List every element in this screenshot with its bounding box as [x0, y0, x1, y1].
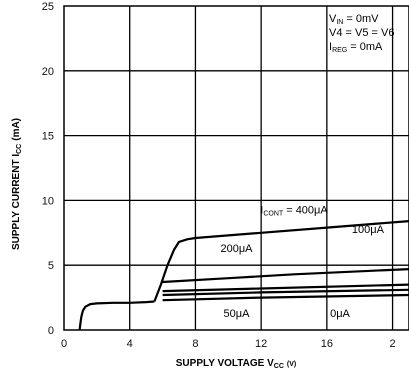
curve-label: 200μA: [220, 243, 253, 255]
curve-label: 0μA: [330, 308, 350, 320]
y-tick-label: 20: [42, 66, 54, 78]
y-tick-label: 10: [42, 195, 54, 207]
x-tick-labels: 0 4 8 12 16 2: [61, 338, 396, 350]
y-tick-label: 15: [42, 131, 54, 143]
y-axis-title: SUPPLY CURRENT ICC(mA): [11, 118, 23, 250]
x-tick-label: 2: [390, 338, 396, 350]
x-tick-label: 0: [61, 338, 67, 350]
grid-lines: [64, 6, 409, 330]
curve-annotations: ICONT = 400μA 200μA 100μA 50μA 0μA: [220, 204, 384, 320]
y-tick-labels: 0 5 10 15 20 25: [42, 1, 54, 337]
series-line: [162, 268, 409, 284]
curves: [78, 220, 409, 331]
x-tick-label: 12: [255, 338, 267, 350]
series-line: [162, 293, 409, 302]
y-tick-label: 0: [48, 325, 54, 337]
x-tick-label: 16: [321, 338, 333, 350]
curve-label: ICONT = 400μA: [260, 204, 328, 217]
series-line: [153, 220, 409, 302]
condition-label: IREG = 0mA: [329, 41, 383, 54]
y-tick-label: 5: [48, 260, 54, 272]
y-tick-label: 25: [42, 1, 54, 13]
plot-frame: [63, 5, 409, 331]
series-line: [162, 288, 409, 297]
condition-label: V4 = V5 = V6: [329, 27, 394, 39]
series-line: [78, 300, 155, 331]
curve-label: 50μA: [224, 308, 251, 320]
curve-label: 100μA: [352, 224, 385, 236]
x-tick-label: 4: [127, 338, 133, 350]
x-tick-label: 8: [192, 338, 198, 350]
x-axis-title: SUPPLY VOLTAGE VCC (V): [176, 358, 296, 370]
series-line: [162, 283, 409, 293]
condition-label: VIN = 0mV: [329, 13, 379, 26]
